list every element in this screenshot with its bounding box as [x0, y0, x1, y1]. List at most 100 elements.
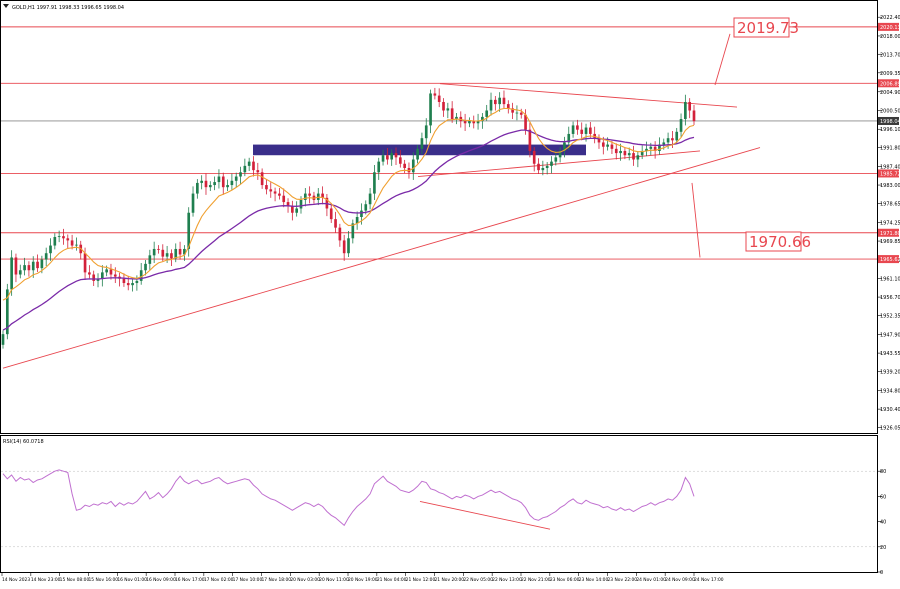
candle-body [679, 119, 683, 132]
price-tick-label: 1974.25 [880, 220, 900, 226]
candle-body [174, 248, 178, 259]
rsi-tick-label: 0 [880, 570, 883, 576]
candle-body [96, 278, 100, 281]
price-labels: 2020.13 2006.89 1998.04 1985.72 1971.80 1965.… [878, 22, 900, 264]
price-tag [878, 22, 899, 31]
candle-body [688, 101, 692, 111]
candle-body [260, 172, 264, 186]
candle-body [256, 170, 260, 173]
rsi-title: RSI(14) 60.0718 [3, 439, 44, 445]
price-tag [878, 116, 899, 125]
candle-body [252, 161, 255, 171]
candle-body [386, 155, 389, 160]
price-tag [878, 169, 899, 178]
price-tag-label: 1965.62 [880, 257, 900, 263]
time-tick-label: 17 Nov 18:00 [262, 577, 292, 583]
candle-body [338, 227, 342, 241]
candle-body [303, 193, 307, 200]
candle-body [658, 144, 661, 151]
candle-body [18, 270, 22, 275]
candle-body [455, 116, 458, 120]
candle-body [139, 270, 143, 281]
candle-body [5, 289, 9, 335]
price-tag [878, 255, 899, 264]
lower-trend-line [417, 150, 701, 177]
candle-body [342, 240, 346, 254]
candle-body [347, 238, 350, 254]
candle-body [442, 101, 445, 111]
candle-body [135, 280, 139, 284]
price-tick-label: 1943.55 [880, 351, 900, 357]
candle-body [498, 97, 501, 105]
candle-body [632, 153, 635, 160]
candle-body [420, 138, 424, 149]
candle-body [377, 161, 381, 173]
candle-body [66, 238, 70, 241]
candle-body [27, 265, 31, 271]
candle-body [468, 121, 471, 124]
price-tick-label: 1947.90 [880, 333, 900, 339]
time-tick-label: 24 Nov 09:00 [665, 577, 695, 583]
candle-body [623, 150, 627, 156]
candle-body [671, 138, 674, 141]
candle-body [601, 142, 605, 147]
candle-body [234, 176, 238, 181]
candle-body [649, 146, 653, 149]
candle-body [463, 121, 467, 124]
fast-moving-average [2, 107, 695, 301]
main-panel-frame [0, 0, 878, 434]
candle-body [627, 153, 631, 156]
candle-body [485, 110, 489, 117]
candle-body [597, 138, 601, 143]
price-tick-label: 1991.80 [880, 146, 900, 152]
candle-body [381, 155, 385, 162]
candle-body [364, 204, 368, 211]
price-tag-label: 2006.89 [880, 81, 900, 87]
candle-body [217, 176, 221, 183]
price-tag [878, 79, 899, 88]
candle-body [10, 257, 13, 290]
candle-body [429, 93, 432, 126]
candle-body [200, 180, 203, 183]
candle-body [541, 168, 545, 171]
candle-body [196, 182, 199, 194]
candle-body [213, 182, 216, 186]
time-tick-label: 21 Nov 04:00 [377, 577, 407, 583]
candle-body [308, 193, 311, 196]
time-tick-label: 21 Nov 12:00 [406, 577, 436, 583]
price-tick-label: 1961.10 [880, 276, 900, 282]
descending-resistance-line [439, 83, 738, 108]
time-tick-label: 22 Nov 13:00 [492, 577, 522, 583]
rsi-tick-label: 20 [880, 545, 886, 551]
candle-body [506, 104, 510, 109]
target-low-pointer [691, 182, 701, 258]
price-tick-label: 2000.50 [880, 109, 900, 115]
candle-body [355, 217, 359, 224]
candle-body [373, 172, 376, 194]
price-tag-label: 1985.72 [880, 171, 900, 177]
candle-body [208, 185, 212, 188]
candle-body [515, 112, 519, 114]
time-tick-label: 23 Nov 22:00 [608, 577, 638, 583]
candle-body [122, 278, 126, 284]
rsi-series: 80 60 40 20 0 [1, 469, 886, 576]
rsi-panel-frame [0, 435, 878, 573]
candle-body [221, 176, 225, 188]
time-tick-label: 14 Nov 2023 [2, 577, 30, 583]
candle-body [247, 161, 251, 166]
price-tick-label: 1926.05 [880, 426, 900, 432]
candle-body [675, 131, 679, 141]
time-tick-label: 20 Nov 03:00 [290, 577, 320, 583]
candle-body [610, 144, 614, 149]
candle-body [36, 261, 39, 269]
candles [1, 87, 696, 349]
candle-body [684, 101, 687, 120]
price-tag-label: 2020.13 [880, 25, 900, 31]
candle-body [31, 261, 35, 271]
time-tick-label: 20 Nov 19:00 [348, 577, 378, 583]
candle-body [295, 208, 299, 213]
candle-body [178, 248, 182, 255]
triangle-down-icon[interactable] [3, 4, 9, 8]
price-tick-label: 2004.90 [880, 90, 900, 96]
